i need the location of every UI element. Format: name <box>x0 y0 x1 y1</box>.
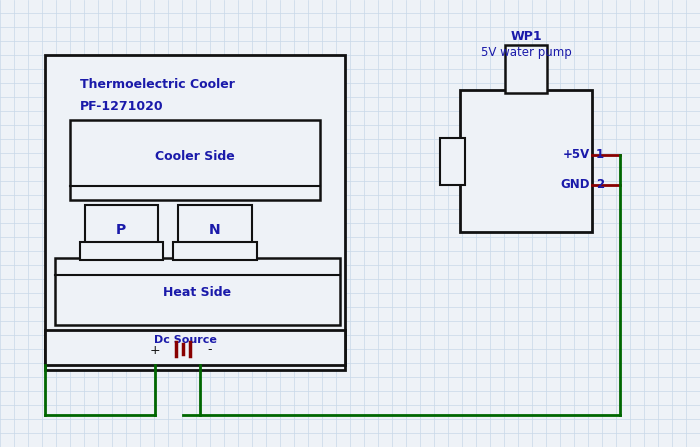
Text: +5V: +5V <box>563 148 590 161</box>
Text: GND: GND <box>561 178 590 191</box>
Bar <box>178 205 252 255</box>
Text: N: N <box>209 223 220 237</box>
Text: 5V water pump: 5V water pump <box>481 46 571 59</box>
Bar <box>45 55 345 370</box>
Text: -: - <box>208 343 212 357</box>
Text: Cooler Side: Cooler Side <box>155 149 235 163</box>
Text: +: + <box>150 343 160 357</box>
Bar <box>45 330 345 365</box>
Text: P: P <box>116 223 126 237</box>
Text: WP1: WP1 <box>510 30 542 43</box>
Bar <box>85 205 158 255</box>
Text: PF-1271020: PF-1271020 <box>80 100 164 113</box>
Text: 2: 2 <box>596 178 604 191</box>
Text: Dc Source: Dc Source <box>153 335 216 345</box>
Bar <box>440 138 465 185</box>
Bar <box>173 242 257 260</box>
Bar <box>460 90 592 232</box>
Text: Thermoelectric Cooler: Thermoelectric Cooler <box>80 78 235 91</box>
Bar <box>505 45 547 93</box>
Bar <box>80 242 163 260</box>
Bar <box>70 120 320 200</box>
Text: 1: 1 <box>596 148 604 161</box>
Bar <box>55 258 340 325</box>
Text: Heat Side: Heat Side <box>163 287 231 299</box>
